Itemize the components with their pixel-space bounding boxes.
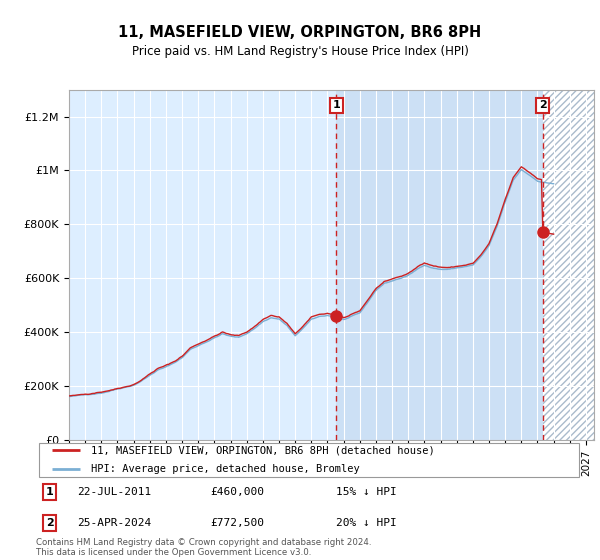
Bar [337,90,542,440]
Text: 11, MASEFIELD VIEW, ORPINGTON, BR6 8PH (detached house): 11, MASEFIELD VIEW, ORPINGTON, BR6 8PH (… [91,445,434,455]
Text: £772,500: £772,500 [211,518,265,528]
Text: 1: 1 [332,100,340,110]
Bar [542,90,594,440]
Text: Price paid vs. HM Land Registry's House Price Index (HPI): Price paid vs. HM Land Registry's House … [131,45,469,58]
Text: HPI: Average price, detached house, Bromley: HPI: Average price, detached house, Brom… [91,464,359,474]
Text: 15% ↓ HPI: 15% ↓ HPI [337,487,397,497]
Text: Contains HM Land Registry data © Crown copyright and database right 2024.
This d: Contains HM Land Registry data © Crown c… [36,538,371,557]
Text: 1: 1 [46,487,53,497]
Text: 25-APR-2024: 25-APR-2024 [77,518,151,528]
Text: £460,000: £460,000 [211,487,265,497]
Text: 20% ↓ HPI: 20% ↓ HPI [337,518,397,528]
Text: 22-JUL-2011: 22-JUL-2011 [77,487,151,497]
Text: 2: 2 [539,100,547,110]
Text: 2: 2 [46,518,53,528]
FancyBboxPatch shape [39,442,579,477]
Text: 11, MASEFIELD VIEW, ORPINGTON, BR6 8PH: 11, MASEFIELD VIEW, ORPINGTON, BR6 8PH [118,25,482,40]
